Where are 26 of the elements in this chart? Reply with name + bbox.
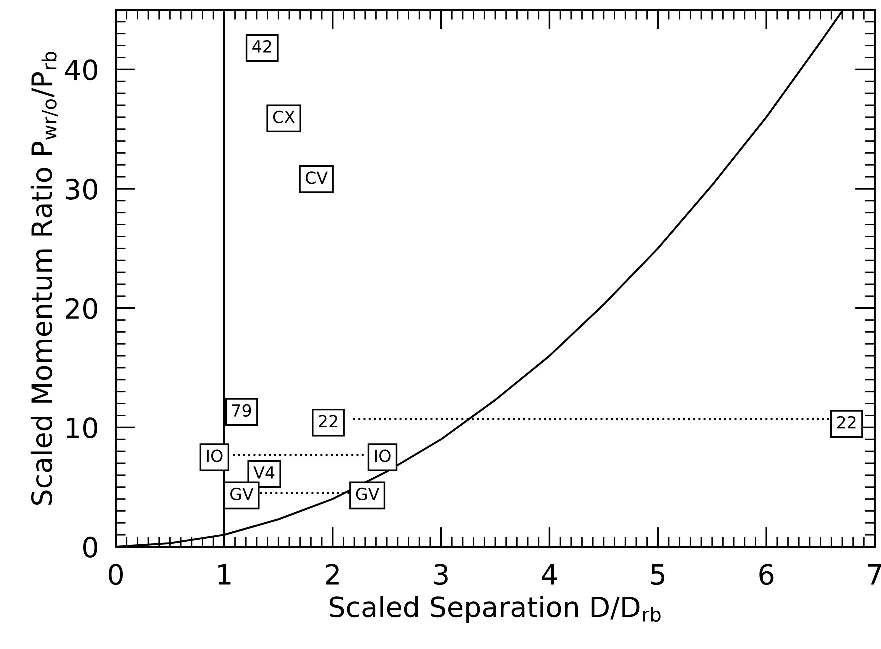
- x-tick-label: 6: [760, 564, 774, 586]
- y-tick-label: 20: [66, 298, 98, 320]
- annotation: IO: [375, 450, 391, 462]
- x-tick-label: 1: [218, 564, 231, 585]
- x-tick-label: 2: [326, 564, 339, 585]
- x-tick-label: 5: [651, 564, 665, 586]
- annotation: CV: [306, 172, 328, 184]
- y-tick-label: 0: [83, 536, 98, 558]
- x-tick-label: 4: [542, 564, 557, 585]
- x-tick-label: 3: [434, 564, 448, 586]
- annotation: 42: [252, 40, 272, 53]
- x-axis-title: Scaled Separation D/D$_{rb}$: [330, 596, 661, 623]
- annotation: GV: [356, 488, 380, 501]
- annotation: 22: [837, 416, 856, 429]
- annotation: V4: [254, 466, 275, 479]
- x-tick-label: 7: [868, 564, 881, 585]
- x-tick-label: 0: [108, 564, 123, 586]
- y-tick-label: 30: [66, 178, 98, 200]
- y-tick-label: 40: [65, 60, 98, 81]
- annotation: 22: [319, 415, 338, 428]
- annotation: CX: [273, 110, 296, 124]
- annotation: IO: [207, 450, 223, 462]
- y-axis-title: Scaled Momentum Ratio P$_{wr/o}$/P$_{rb}$: [30, 52, 58, 505]
- y-tick-label: 10: [67, 418, 98, 439]
- annotation: 79: [232, 404, 252, 417]
- annotation: GV: [230, 488, 254, 501]
